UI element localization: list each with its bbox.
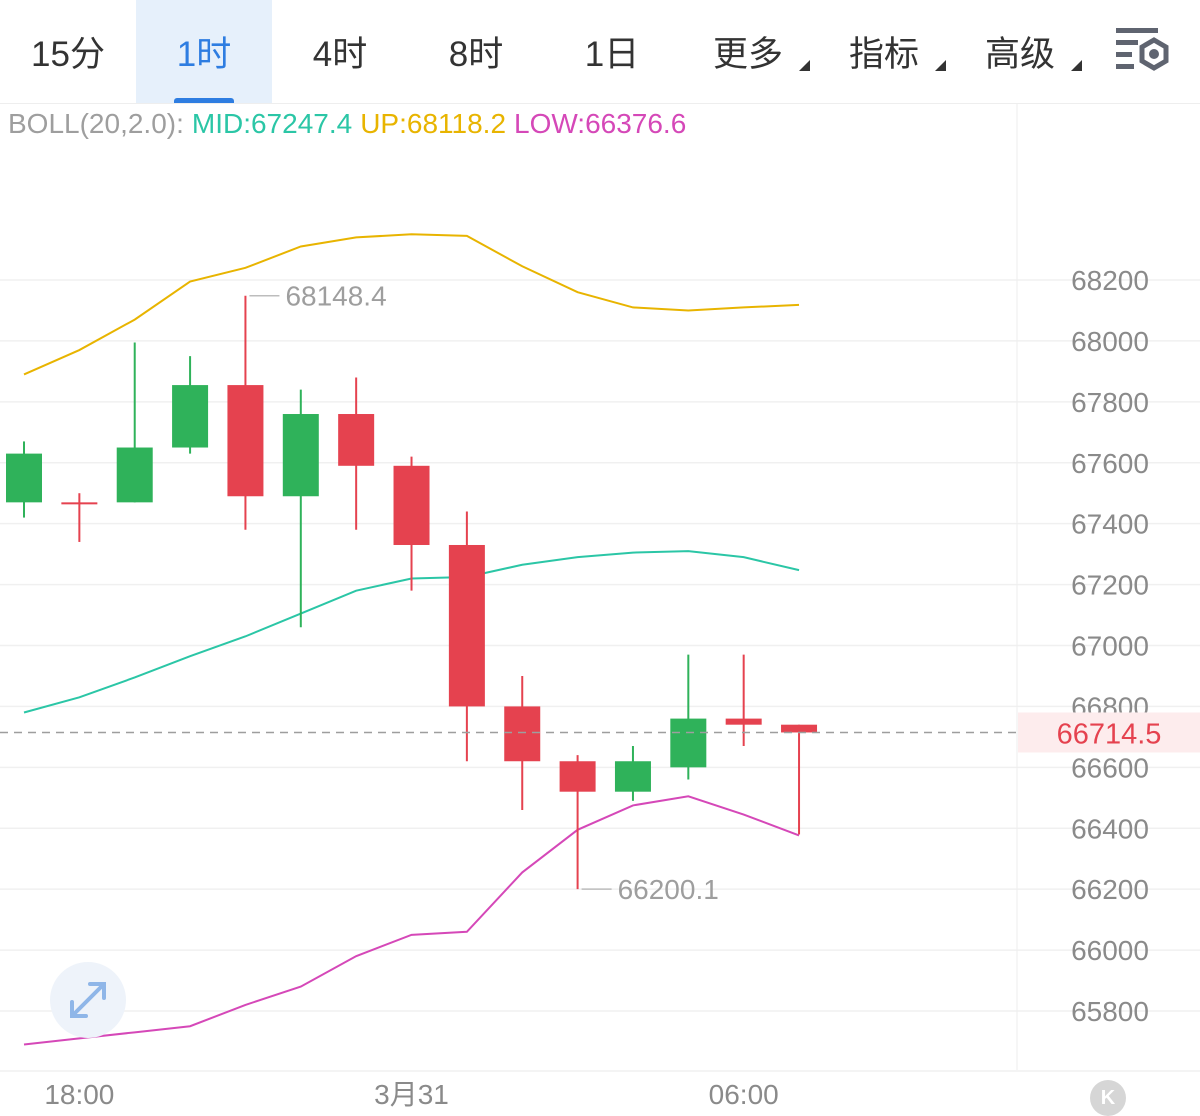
annotations: 68148.4 66200.1 (249, 281, 719, 905)
tab-label: 指标 (848, 35, 919, 74)
candle (725, 654, 762, 747)
candle-body (6, 453, 42, 503)
candle (448, 511, 485, 762)
tab-2[interactable]: 4时 (272, 0, 408, 103)
tab-4[interactable]: 1日 (544, 0, 680, 103)
y-tick-label: 67600 (1071, 448, 1149, 479)
candle (670, 654, 707, 780)
tab-label: 15分 (31, 35, 105, 74)
candle (504, 675, 541, 810)
current-price-label: 66714.5 (1057, 718, 1162, 750)
active-tab-indicator (174, 98, 234, 103)
y-tick-label: 67000 (1071, 631, 1149, 662)
tab-label: 高级 (984, 35, 1055, 74)
candle (781, 724, 818, 835)
tab-label: 1日 (584, 35, 640, 74)
current-price-line: 66714.5 (0, 712, 1200, 753)
tab-label: 1时 (176, 35, 232, 74)
y-axis-labels: 6820068000678006760067400672006700066800… (1071, 265, 1149, 1027)
candle (282, 389, 319, 628)
y-tick-label: 66600 (1071, 752, 1149, 783)
candle (614, 746, 651, 801)
tab-5[interactable]: 更多 (680, 0, 816, 103)
candle-body (393, 465, 430, 545)
candle-body (559, 761, 596, 792)
tab-1[interactable]: 1时 (136, 0, 272, 103)
candle (559, 755, 596, 890)
candle (172, 356, 209, 454)
dropdown-caret-icon (935, 60, 946, 71)
y-tick-label: 65800 (1071, 996, 1149, 1027)
chart-grid (0, 279, 1200, 1012)
candle-body (781, 724, 818, 733)
boll-name: BOLL(20,2.0): (8, 108, 184, 139)
candle (227, 295, 264, 530)
annotation-low-label: 66200.1 (618, 874, 719, 905)
candle (393, 456, 430, 591)
dropdown-caret-icon (1071, 60, 1082, 71)
y-tick-label: 68000 (1071, 326, 1149, 357)
dropdown-caret-icon (799, 60, 810, 71)
chart-settings-button[interactable] (1110, 20, 1174, 80)
candles (6, 295, 818, 890)
candle-body (614, 761, 651, 792)
x-axis-labels: 18:00 3月31 06:00 (44, 1079, 778, 1109)
candle-body (448, 544, 485, 707)
x-tick-label: 06:00 (709, 1079, 779, 1109)
candle-body (504, 706, 541, 762)
y-tick-label: 67200 (1071, 570, 1149, 601)
candle-body (61, 502, 98, 505)
y-tick-label: 67400 (1071, 509, 1149, 540)
fullscreen-button[interactable] (50, 962, 126, 1038)
y-tick-label: 66000 (1071, 935, 1149, 966)
x-tick-label: 18:00 (44, 1079, 114, 1109)
tab-label: 8时 (448, 35, 504, 74)
candle-body (670, 718, 707, 768)
tab-label: 4时 (312, 35, 368, 74)
boll-mid: MID:67247.4 (191, 108, 353, 139)
boll-up: UP:68118.2 (360, 108, 507, 139)
boll-low: LOW:66376.6 (514, 108, 687, 139)
bollinger-bands (23, 233, 800, 1046)
timeframe-tab-bar: 15分 1时 4时 8时 1日 更多 指标 高级 (0, 0, 1200, 104)
tab-6[interactable]: 指标 (816, 0, 952, 103)
boll-low-line (23, 795, 800, 1046)
tab-7[interactable]: 高级 (952, 0, 1088, 103)
boll-legend: BOLL(20,2.0): MID:67247.4 UP:68118.2 LOW:66… (8, 108, 694, 140)
k-icon[interactable]: K (1090, 1080, 1126, 1116)
candle-body (725, 718, 762, 725)
boll-up-line (23, 233, 800, 376)
candle-body (116, 447, 153, 503)
y-tick-label: 66400 (1071, 813, 1149, 844)
y-tick-label: 67800 (1071, 387, 1149, 418)
tab-label: 更多 (712, 35, 783, 74)
candle (6, 441, 42, 518)
settings-icon (1116, 28, 1169, 71)
expand-icon (70, 982, 106, 1018)
y-tick-label: 68200 (1071, 265, 1149, 296)
candle-body (227, 385, 264, 497)
candle (116, 342, 153, 503)
price-label-bg (1018, 712, 1200, 753)
y-tick-label: 66200 (1071, 874, 1149, 905)
candle (338, 377, 375, 530)
candle (61, 493, 98, 542)
tab-3[interactable]: 8时 (408, 0, 544, 103)
candle-body (172, 385, 209, 448)
candlestick-chart[interactable]: 6820068000678006760067400672006700066800… (0, 104, 1200, 1109)
candle-body (282, 414, 319, 497)
annotation-high-label: 68148.4 (285, 281, 386, 312)
x-tick-label: 3月31 (374, 1079, 449, 1109)
tab-0[interactable]: 15分 (0, 0, 136, 103)
candle-body (338, 414, 375, 466)
